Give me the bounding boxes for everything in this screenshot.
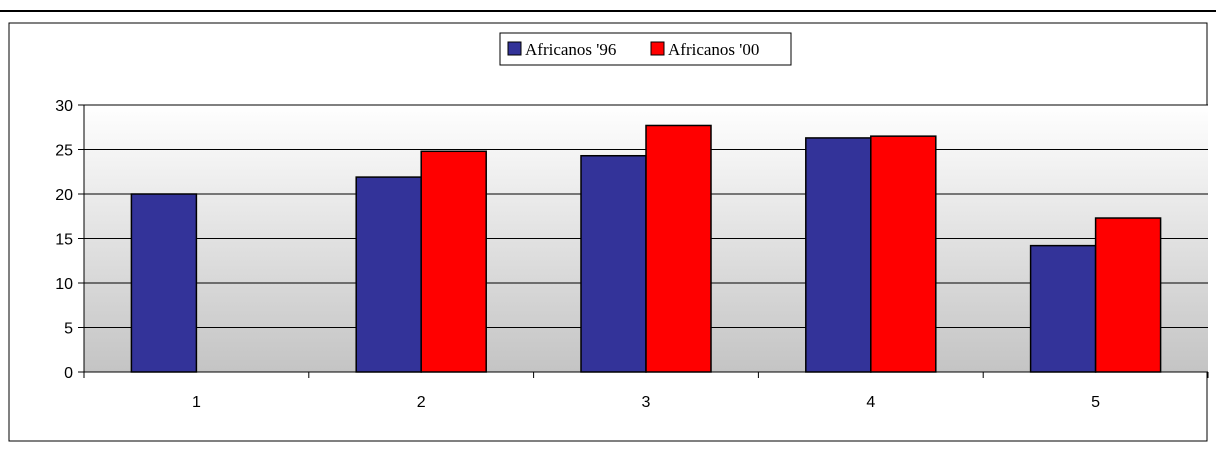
bar-africanos-00-2: [420, 150, 487, 373]
y-tick-label: 10: [55, 276, 73, 293]
y-tick-label: 5: [64, 321, 73, 338]
legend-label-africanos-00: Africanos '00: [668, 40, 759, 59]
x-tick-label: 2: [417, 394, 426, 411]
x-tick-label: 4: [866, 394, 875, 411]
legend-label-africanos-96: Africanos '96: [525, 40, 616, 59]
y-tick-labels: 0 5 10 15 20 25 30: [55, 98, 73, 382]
bar-africanos-96-4: [805, 137, 872, 373]
bar-africanos-00-5: [1094, 217, 1162, 373]
y-tick-label: 0: [64, 365, 73, 382]
bar-africanos-96-2: [355, 176, 422, 373]
y-tick-label: 25: [55, 143, 73, 160]
bar-africanos-00-3: [645, 124, 712, 373]
bar-africanos-96-3: [580, 154, 647, 373]
x-tick-labels: 1 2 3 4 5: [192, 394, 1100, 411]
legend-box: [499, 32, 792, 66]
legend-swatch-africanos-00: [650, 41, 665, 56]
bar-africanos-96-1: [130, 193, 198, 373]
y-tick-label: 30: [55, 98, 73, 115]
axes: [78, 104, 1209, 378]
y-tick-label: 15: [55, 232, 73, 249]
bar-africanos-00-4: [870, 135, 937, 373]
legend-swatch-africanos-96: [507, 41, 522, 56]
x-tick-label: 3: [642, 394, 651, 411]
y-tick-label: 20: [55, 187, 73, 204]
x-tick-label: 1: [192, 394, 201, 411]
bar-africanos-96-5: [1029, 244, 1097, 373]
x-tick-label: 5: [1091, 394, 1100, 411]
legend: Africanos '96 Africanos '00: [499, 32, 792, 66]
